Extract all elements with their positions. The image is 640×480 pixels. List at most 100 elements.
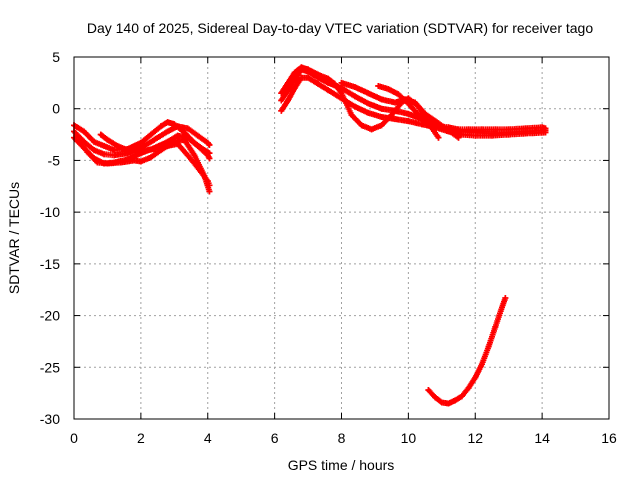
data-point — [378, 105, 385, 112]
data-point — [405, 118, 412, 125]
data-point — [104, 160, 111, 167]
series-track-10 — [375, 82, 549, 133]
data-point — [97, 131, 104, 138]
data-point — [104, 136, 111, 143]
data-point — [378, 96, 385, 103]
data-point — [422, 110, 429, 117]
data-point — [147, 131, 154, 138]
data-point — [338, 79, 345, 86]
data-point — [405, 110, 412, 117]
data-point — [206, 141, 213, 148]
data-point — [84, 149, 91, 156]
data-point — [147, 154, 154, 161]
data-point — [472, 374, 479, 381]
data-point — [206, 188, 213, 195]
y-tick-labels: 5 0 -5 -10 -15 -20 -25 -30 — [40, 49, 60, 427]
data-point — [368, 126, 375, 133]
data-point — [392, 99, 398, 106]
data-point — [94, 159, 101, 166]
series-track-5 — [97, 131, 213, 189]
data-point — [395, 91, 402, 98]
data-point — [81, 138, 88, 145]
data-point — [137, 158, 144, 165]
data-point — [425, 119, 432, 126]
x-tick-label: 16 — [601, 430, 617, 446]
data-point — [184, 152, 191, 159]
data-point — [124, 147, 131, 154]
data-point — [365, 90, 372, 97]
data-point — [492, 126, 499, 133]
data-point — [351, 83, 358, 90]
data-point — [111, 147, 118, 154]
data-point — [81, 128, 88, 135]
data-point — [278, 97, 285, 104]
data-point — [206, 155, 213, 162]
data-point — [151, 136, 158, 143]
series-track-11 — [425, 294, 509, 407]
data-point — [305, 66, 312, 73]
data-point — [455, 134, 462, 141]
data-point — [101, 142, 108, 149]
data-point — [151, 146, 158, 153]
data-point — [405, 100, 412, 107]
x-tick-label: 0 — [70, 430, 78, 446]
data-point — [415, 111, 422, 118]
data-point — [325, 75, 332, 82]
data-point — [478, 126, 485, 133]
x-tick-label: 6 — [271, 430, 279, 446]
y-tick-label: 5 — [52, 49, 60, 65]
data-point — [522, 125, 529, 132]
data-point — [174, 132, 181, 139]
y-tick-label: -15 — [40, 256, 60, 272]
data-point — [164, 128, 171, 135]
data-point — [452, 397, 459, 404]
y-axis-title: SDTVAR / TECUs — [6, 182, 22, 294]
data-point — [285, 79, 291, 86]
x-axis-title: GPS time / hours — [288, 457, 395, 473]
data-point — [499, 304, 505, 311]
data-point — [478, 361, 485, 368]
data-point — [432, 394, 439, 401]
data-point — [137, 139, 144, 146]
data-point — [425, 387, 432, 394]
data-point — [351, 103, 358, 110]
data-point — [365, 100, 372, 107]
series-markers — [375, 83, 549, 133]
y-tick-label: 0 — [52, 101, 60, 117]
data-point — [375, 82, 382, 89]
data-point — [184, 134, 191, 141]
x-tick-label: 10 — [401, 430, 417, 446]
data-point — [502, 294, 509, 301]
y-tick-label: -25 — [40, 359, 60, 375]
data-point — [492, 323, 499, 330]
x-tick-label: 14 — [534, 430, 550, 446]
data-point — [365, 109, 372, 116]
data-point — [458, 131, 465, 138]
data-point — [291, 69, 298, 76]
data-point — [204, 178, 211, 185]
data-point — [505, 131, 512, 138]
chart-title: Day 140 of 2025, Sidereal Day-to-day VTE… — [87, 20, 594, 36]
data-point — [412, 99, 419, 106]
data-point — [331, 80, 338, 87]
data-point — [472, 132, 479, 139]
data-point — [445, 124, 452, 131]
y-tick-label: -10 — [40, 204, 60, 220]
data-point — [315, 80, 322, 87]
data-point — [184, 125, 191, 132]
data-point — [174, 123, 181, 130]
data-point — [285, 97, 291, 104]
data-point — [542, 125, 549, 132]
data-point — [137, 148, 144, 155]
data-point — [465, 384, 472, 391]
data-point — [435, 123, 442, 130]
x-tick-label: 12 — [467, 430, 483, 446]
data-point — [445, 400, 452, 407]
data-point — [194, 132, 201, 139]
data-point — [455, 126, 462, 133]
data-point — [418, 121, 425, 128]
data-point — [378, 122, 385, 129]
data-point — [438, 399, 445, 406]
data-point — [388, 111, 395, 118]
data-point — [194, 164, 201, 171]
